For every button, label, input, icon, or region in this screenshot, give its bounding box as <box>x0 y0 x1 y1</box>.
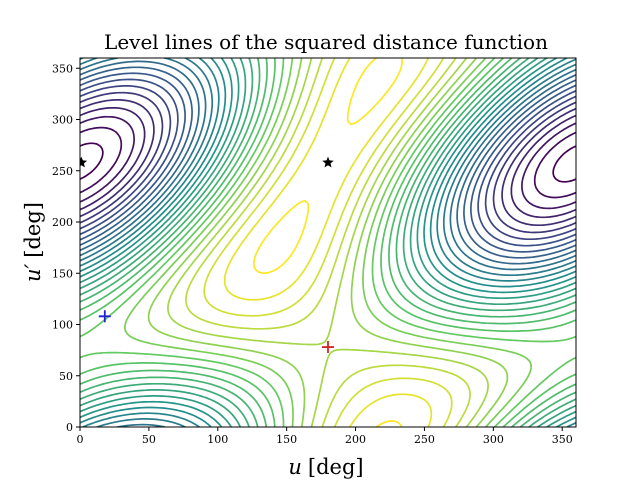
maximum-marker <box>322 341 334 354</box>
y-tick-label: 150 <box>52 267 73 280</box>
contour-level <box>80 60 576 265</box>
y-tick-label: 0 <box>66 421 73 434</box>
x-axis-ticks: 0 50 100 150 200 250 300 350 <box>77 427 573 446</box>
chart-title: Level lines of the squared distance func… <box>104 30 548 54</box>
y-tick-label: 200 <box>52 216 73 229</box>
marker-layer <box>80 156 334 354</box>
y-tick-label: 100 <box>52 319 73 332</box>
contour-level <box>80 58 576 427</box>
contour-level <box>80 58 576 427</box>
y-axis-label: u′ [deg] <box>21 202 45 282</box>
x-tick-label: 100 <box>207 433 228 446</box>
contour-level <box>80 85 576 241</box>
contour-level <box>80 58 576 427</box>
x-tick-label: 300 <box>483 433 504 446</box>
minimum-marker <box>98 310 111 323</box>
saddle-2-marker <box>322 156 334 168</box>
saddle-1-marker <box>80 156 88 168</box>
contour-level <box>80 115 576 210</box>
y-tick-label: 250 <box>52 165 73 178</box>
contour-level <box>80 126 576 199</box>
contour-lines <box>80 58 576 427</box>
contour-level <box>80 58 576 427</box>
x-axis-unit: [deg] <box>308 455 364 479</box>
contour-level <box>80 106 576 219</box>
x-axis-label: u [deg] <box>288 455 363 479</box>
contour-level <box>80 142 576 183</box>
x-tick-label: 350 <box>552 433 573 446</box>
contour-level <box>80 58 576 427</box>
contour-level <box>80 91 576 234</box>
x-tick-label: 50 <box>142 433 156 446</box>
contour-level <box>80 66 576 259</box>
contour-level <box>80 58 576 427</box>
contour-level <box>80 58 576 427</box>
y-axis-unit: [deg] <box>21 202 45 258</box>
contour-level <box>80 58 576 427</box>
contour-level <box>223 58 433 427</box>
contour-level <box>80 58 576 427</box>
y-tick-label: 50 <box>59 370 73 383</box>
x-axis-symbol: u <box>288 455 302 479</box>
contour-level <box>124 58 532 427</box>
contour-level <box>185 58 471 427</box>
contour-level <box>80 78 576 247</box>
contour-level <box>253 58 403 427</box>
y-axis-ticks: 0 50 100 150 200 250 300 350 <box>52 62 80 434</box>
contour-level <box>80 99 576 227</box>
contour-level <box>80 58 576 427</box>
x-tick-label: 200 <box>345 433 366 446</box>
x-tick-label: 250 <box>414 433 435 446</box>
contour-level <box>147 58 509 427</box>
contour-level <box>80 58 576 427</box>
x-tick-label: 150 <box>276 433 297 446</box>
contour-level <box>167 58 489 427</box>
y-tick-label: 350 <box>52 62 73 75</box>
y-axis-symbol: u′ <box>21 263 45 282</box>
contour-level <box>80 58 576 427</box>
x-tick-label: 0 <box>77 433 84 446</box>
plot-frame <box>79 57 577 428</box>
y-tick-label: 300 <box>52 114 73 127</box>
contour-level <box>80 72 576 253</box>
